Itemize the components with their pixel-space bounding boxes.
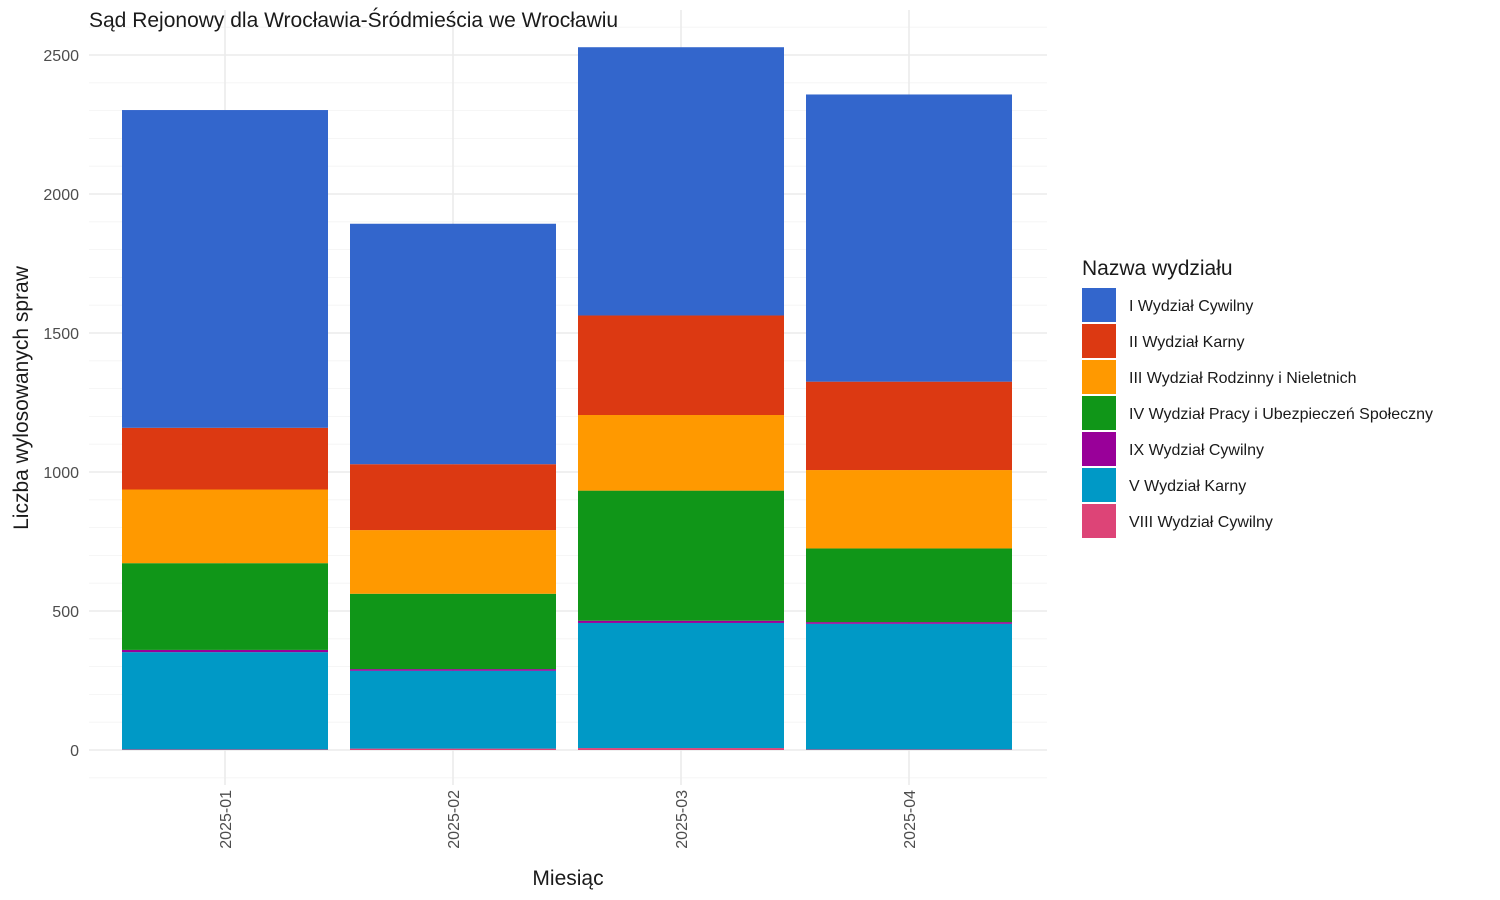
bar-segment: [122, 110, 328, 428]
bar-segment: [122, 427, 328, 490]
bar-segment: [122, 489, 328, 564]
legend-swatch: [1082, 468, 1116, 502]
legend-item: VIII Wydział Cywilny: [1082, 504, 1273, 538]
legend-item: V Wydział Karny: [1082, 468, 1246, 502]
legend-item: IV Wydział Pracy i Ubezpieczeń Społeczny: [1082, 396, 1433, 430]
legend-label: IV Wydział Pracy i Ubezpieczeń Społeczny: [1129, 406, 1433, 423]
legend-label: II Wydział Karny: [1129, 334, 1244, 351]
y-axis-title: Liczba wylosowanych spraw: [10, 265, 33, 530]
legend-swatch: [1082, 396, 1116, 430]
bar-segment: [578, 748, 784, 750]
legend-swatch: [1082, 432, 1116, 466]
x-tick-label: 2025-01: [218, 790, 235, 849]
bar-segment: [350, 669, 556, 671]
x-axis-title: Miesiąc: [532, 867, 603, 890]
bar-segment: [350, 464, 556, 531]
y-tick-label: 1000: [43, 465, 79, 482]
legend-swatch: [1082, 504, 1116, 538]
bar-segment: [806, 381, 1012, 471]
legend-items: I Wydział Cywilny II Wydział Karny III Wyd…: [1082, 288, 1433, 538]
y-tick-label: 2500: [43, 48, 79, 65]
bar-segment: [806, 548, 1012, 623]
legend-item: II Wydział Karny: [1082, 324, 1244, 358]
bar-segment: [350, 748, 556, 750]
legend-swatch: [1082, 324, 1116, 358]
bar-segment: [578, 490, 784, 621]
bar-segment: [806, 470, 1012, 549]
y-tick-label: 500: [52, 604, 79, 621]
bars: [122, 47, 1012, 750]
bar-segment: [578, 622, 784, 749]
bar-segment: [806, 623, 1012, 750]
bar-segment: [350, 530, 556, 594]
bar-segment: [122, 652, 328, 750]
legend-label: I Wydział Cywilny: [1129, 298, 1253, 315]
bar-segment: [350, 670, 556, 749]
bar-segment: [578, 47, 784, 316]
x-tick-label: 2025-02: [446, 790, 463, 849]
legend-item: I Wydział Cywilny: [1082, 288, 1253, 322]
legend-label: IX Wydział Cywilny: [1129, 442, 1264, 459]
bar-segment: [578, 620, 784, 623]
x-tick-label: 2025-04: [902, 790, 919, 849]
legend-swatch: [1082, 288, 1116, 322]
legend: Nazwa wydziału I Wydział Cywilny II Wydzi…: [1082, 257, 1433, 538]
bar-segment: [806, 749, 1012, 750]
bar-segment: [122, 563, 328, 650]
bar-segment: [806, 622, 1012, 624]
legend-item: IX Wydział Cywilny: [1082, 432, 1264, 466]
legend-label: III Wydział Rodzinny i Nieletnich: [1129, 370, 1357, 387]
chart-title: Sąd Rejonowy dla Wrocławia-Śródmieścia w…: [89, 8, 618, 32]
x-tick-label: 2025-03: [674, 790, 691, 849]
y-tick-labels: 0 500 1000 1500 2000 2500: [43, 48, 79, 760]
legend-label: VIII Wydział Cywilny: [1129, 514, 1273, 531]
bar-segment: [350, 223, 556, 465]
bar-segment: [350, 593, 556, 670]
bar-segment: [806, 94, 1012, 382]
legend-swatch: [1082, 360, 1116, 394]
bar-segment: [122, 749, 328, 750]
y-tick-label: 0: [70, 743, 79, 760]
x-tick-labels: 2025-01 2025-02 2025-03 2025-04: [218, 790, 919, 849]
legend-label: V Wydział Karny: [1129, 478, 1246, 495]
y-tick-label: 2000: [43, 187, 79, 204]
bar-segment: [122, 649, 328, 653]
bar-segment: [578, 415, 784, 491]
bar-segment: [578, 315, 784, 416]
y-tick-label: 1500: [43, 326, 79, 343]
legend-item: III Wydział Rodzinny i Nieletnich: [1082, 360, 1357, 394]
legend-title: Nazwa wydziału: [1082, 257, 1233, 280]
